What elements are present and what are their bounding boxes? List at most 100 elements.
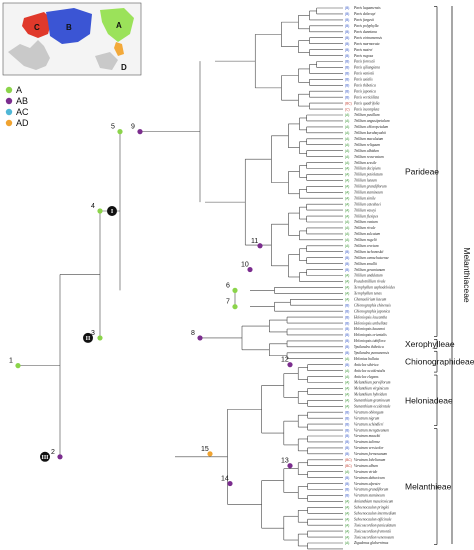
- tip-area-code: (B): [345, 476, 349, 480]
- clade-roman-numeral: III: [41, 455, 49, 461]
- tip-label: Veratrum taliense: [354, 440, 380, 444]
- tip-label: Veratrum nigrum: [354, 416, 380, 420]
- map-land-grey: [95, 52, 118, 70]
- tip-area-code: (A): [345, 535, 349, 539]
- tip-label: Anticlea occidentalis: [353, 369, 386, 373]
- tip-area-code: (A): [345, 387, 349, 391]
- node-marker: [137, 129, 143, 135]
- tip-area-code: (A): [345, 393, 349, 397]
- tip-label: Veratrum album: [354, 464, 378, 468]
- tip-area-code: (BC): [345, 101, 352, 105]
- node-number: 3: [91, 330, 95, 337]
- node-number: 12: [281, 357, 289, 364]
- tip-label: Trillium govanianum: [354, 268, 385, 272]
- tip-label: Veratrum mengtzeanum: [354, 428, 389, 432]
- tip-area-code: (A): [345, 523, 349, 527]
- node-number: 11: [251, 238, 258, 245]
- tip-area-code: (A): [345, 155, 349, 159]
- node-number: 5: [111, 124, 115, 131]
- tip-label: Paris japonica: [353, 89, 376, 93]
- tip-area-code: (B): [345, 95, 349, 99]
- tip-area-code: (A): [345, 149, 349, 153]
- tip-area-code: (B): [345, 72, 349, 76]
- tip-area-code: (A): [345, 470, 349, 474]
- tip-label: Pseudotrillium rivale: [353, 280, 386, 284]
- tip-label: Veratrum oblongum: [354, 410, 384, 414]
- tip-label: Veratrum schindleri: [354, 422, 383, 426]
- tip-area-code: (A): [345, 381, 349, 385]
- tip-area-code: (A): [345, 202, 349, 206]
- map-region-europe: [22, 12, 52, 38]
- tip-area-code: (A): [345, 185, 349, 189]
- clade-roman-badge: [107, 205, 117, 216]
- tip-label: Trillium albidum: [354, 149, 379, 153]
- tip-label: Heloniopsis leucantha: [353, 315, 387, 319]
- node-marker: [207, 451, 213, 457]
- tip-label: Ypsilandra thibetica: [354, 345, 384, 349]
- tip-label: Trillium sulcatum: [354, 232, 380, 236]
- tip-area-code: (B): [345, 24, 349, 28]
- map-region-north-america: [100, 8, 134, 42]
- tip-label: Trillium undulatum: [354, 274, 383, 278]
- tip-area-code: (B): [345, 488, 349, 492]
- tip-area-code: (B): [345, 321, 349, 325]
- tip-area-code: (A): [345, 297, 349, 301]
- tip-area-code: (A): [345, 196, 349, 200]
- tip-area-code: (A): [345, 119, 349, 123]
- tip-label: Schoenocaulon pringlei: [354, 506, 389, 510]
- tip-area-code: (A): [345, 286, 349, 290]
- tip-label: Melanthium hybridum: [353, 393, 387, 397]
- tip-area-code: (BC): [345, 458, 352, 462]
- node-marker: [232, 304, 238, 310]
- tip-area-code: (B): [345, 315, 349, 319]
- tip-label: Schoenocaulon intermedium: [354, 511, 396, 515]
- tribe-label: Xerophylleae: [405, 339, 455, 349]
- tip-label: Ypsilandra yunnanensis: [354, 351, 390, 355]
- tip-area-code: (A): [345, 208, 349, 212]
- tribe-brackets: Parideae Xerophylleae Chionographideae Helo…: [405, 6, 474, 545]
- world-map-inset: C B A D: [2, 2, 142, 76]
- tip-label: Heloniopsis tubiflora: [353, 339, 386, 343]
- tip-area-code: (B): [345, 345, 349, 349]
- tip-area-code: (B): [345, 416, 349, 420]
- tip-area-code: (A): [345, 232, 349, 236]
- tip-label: Veratrum alpestre: [354, 482, 381, 486]
- tip-label: Trillium decipiens: [354, 167, 381, 171]
- tip-area-code: (A): [345, 173, 349, 177]
- tip-area-code: (B): [345, 410, 349, 414]
- tip-area-code: (B): [345, 78, 349, 82]
- tip-area-code: (A): [345, 506, 349, 510]
- node-marker: [247, 266, 253, 273]
- tip-area-code: (B): [345, 36, 349, 40]
- map-letter-A: A: [116, 21, 122, 30]
- tip-area-code: (B): [345, 60, 349, 64]
- node-number: 9: [131, 124, 135, 131]
- tip-label: Paris verticillata: [353, 95, 379, 99]
- tip-label: Trillium grandiflorum: [354, 185, 387, 189]
- tip-area-code: (B): [345, 422, 349, 426]
- tip-label: Helonias bullata: [353, 357, 379, 361]
- tip-label: Heloniopsis orientalis: [353, 333, 387, 337]
- family-label: Melanthiaceae: [462, 247, 472, 303]
- tip-area-code: (A): [345, 541, 349, 545]
- tip-area-code: (B): [345, 256, 349, 260]
- tip-label: Trillium rivale: [354, 226, 376, 230]
- tip-label: Paris thibetica: [353, 83, 376, 87]
- tree-branches: [18, 7, 343, 550]
- tip-label: Paris quadrifolia: [353, 101, 380, 105]
- tip-label: Paris incompleta: [353, 107, 379, 111]
- tip-label: Paris vietnamensis: [353, 36, 383, 40]
- node-number: 10: [241, 262, 249, 269]
- tip-label: Toxicoscordion paniculatum: [354, 523, 396, 527]
- node-marker: [287, 463, 293, 469]
- tip-area-code: (A): [345, 167, 349, 171]
- tip-area-code: (B): [345, 452, 349, 456]
- tip-area-code: (A): [345, 220, 349, 224]
- tip-area-code: (A): [345, 511, 349, 515]
- tip-label: Schoenocaulon officinale: [354, 517, 392, 521]
- tip-area-code: (B): [345, 428, 349, 432]
- tip-label: Paris axialis: [353, 78, 373, 82]
- tip-label: Trillium catesbaei: [354, 202, 381, 206]
